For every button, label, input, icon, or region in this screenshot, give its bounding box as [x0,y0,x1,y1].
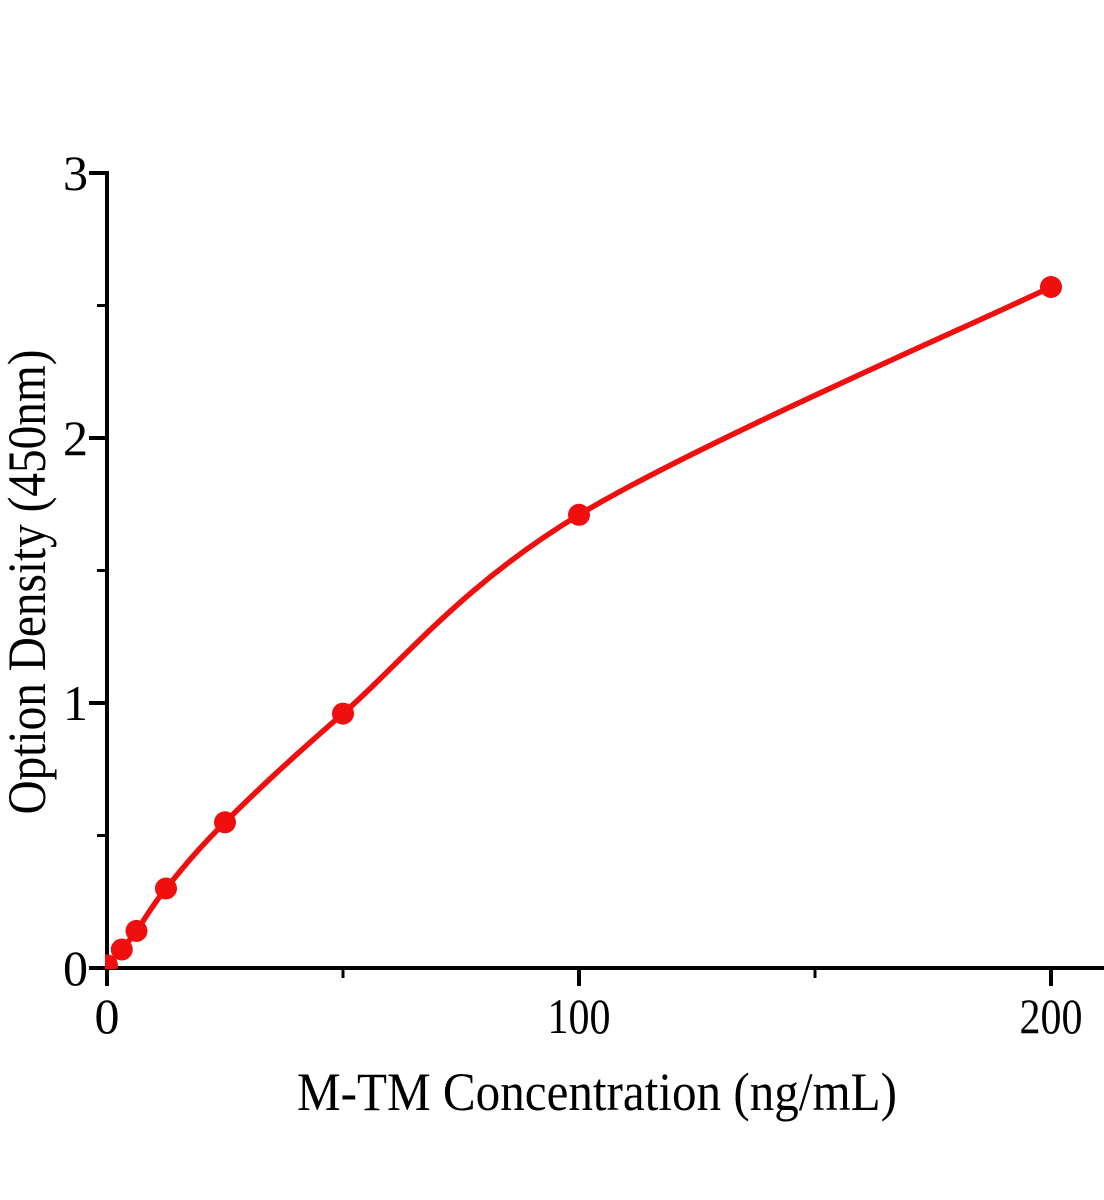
y-axis-title: Option Density (450nm) [0,350,57,815]
data-point-marker [1040,276,1062,298]
y-tick-label: 0 [63,940,88,996]
data-point-marker [214,811,236,834]
y-tick-label: 3 [63,145,88,201]
data-point-marker [105,954,118,969]
data-point-marker [110,938,133,961]
x-tick-label: 0 [95,988,120,1044]
x-axis-title: M-TM Concentration (ng/mL) [297,1062,897,1122]
y-tick-label: 1 [63,675,88,731]
data-point-marker [125,919,148,942]
plot-layer: 0 100 200 0 1 2 3 [63,145,1104,1044]
data-point-marker [155,877,177,900]
y-tick-label: 2 [63,410,88,466]
data-point-marker [332,702,354,725]
data-layer [105,276,1062,969]
x-tick-label: 200 [1020,988,1083,1044]
x-tick-label: 100 [548,988,611,1044]
data-point-marker [568,503,590,526]
standard-curve-line [105,284,1054,969]
